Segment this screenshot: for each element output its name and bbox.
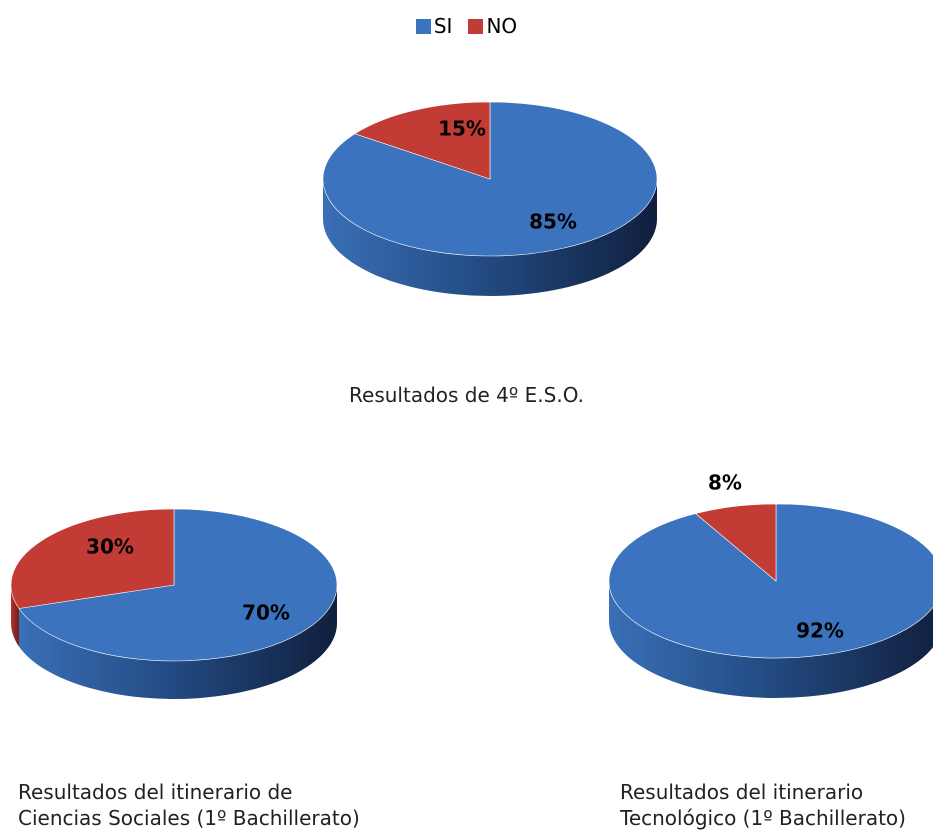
pie-title-eso-text: Resultados de 4º E.S.O. (349, 383, 584, 407)
pie-title-tec-line2: Tecnológico (1º Bachillerato) (620, 806, 906, 830)
pie-slice-si (18, 508, 338, 662)
pie-title-cs-line2: Ciencias Sociales (1º Bachillerato) (18, 806, 360, 830)
pie-slice-si (608, 503, 933, 659)
pie-slice-no (10, 508, 175, 609)
pie-data-label: 70% (242, 601, 290, 625)
chart-legend: SI NO (0, 14, 933, 38)
legend-swatch-no (468, 18, 484, 34)
pie-data-label: 92% (796, 619, 844, 643)
pie-side-no (11, 585, 19, 647)
pie-slice-no (354, 101, 491, 180)
pie-side-si (18, 585, 338, 699)
pie-title-tec-line1: Resultados del itinerario (620, 780, 864, 804)
pie-data-label: 85% (529, 210, 577, 234)
pie-chart-1: 85% 15% (322, 101, 658, 296)
pie-data-label: 15% (438, 117, 486, 141)
legend-label-si: SI (433, 14, 453, 38)
legend-swatch-si (415, 18, 431, 34)
pie-data-label: 30% (86, 535, 134, 559)
pie-title-eso: Resultados de 4º E.S.O. (0, 382, 933, 408)
pie-slice-no (694, 503, 777, 582)
legend-item-no: NO (468, 14, 517, 38)
pie-chart-2: 70% 30% (10, 508, 338, 699)
pie-data-label: 8% (708, 471, 742, 495)
pie-title-tecnologico: Resultados del itinerario Tecnológico (1… (620, 779, 906, 831)
pie-title-ciencias-sociales: Resultados del itinerario de Ciencias So… (18, 779, 360, 831)
pie-side-si (323, 179, 657, 296)
pie-chart-3: 92% 8% (608, 471, 933, 698)
legend-item-si: SI (415, 14, 453, 38)
pie-side-si (609, 581, 933, 698)
legend-label-no: NO (486, 14, 518, 38)
pie-title-cs-line1: Resultados del itinerario de (18, 780, 293, 804)
